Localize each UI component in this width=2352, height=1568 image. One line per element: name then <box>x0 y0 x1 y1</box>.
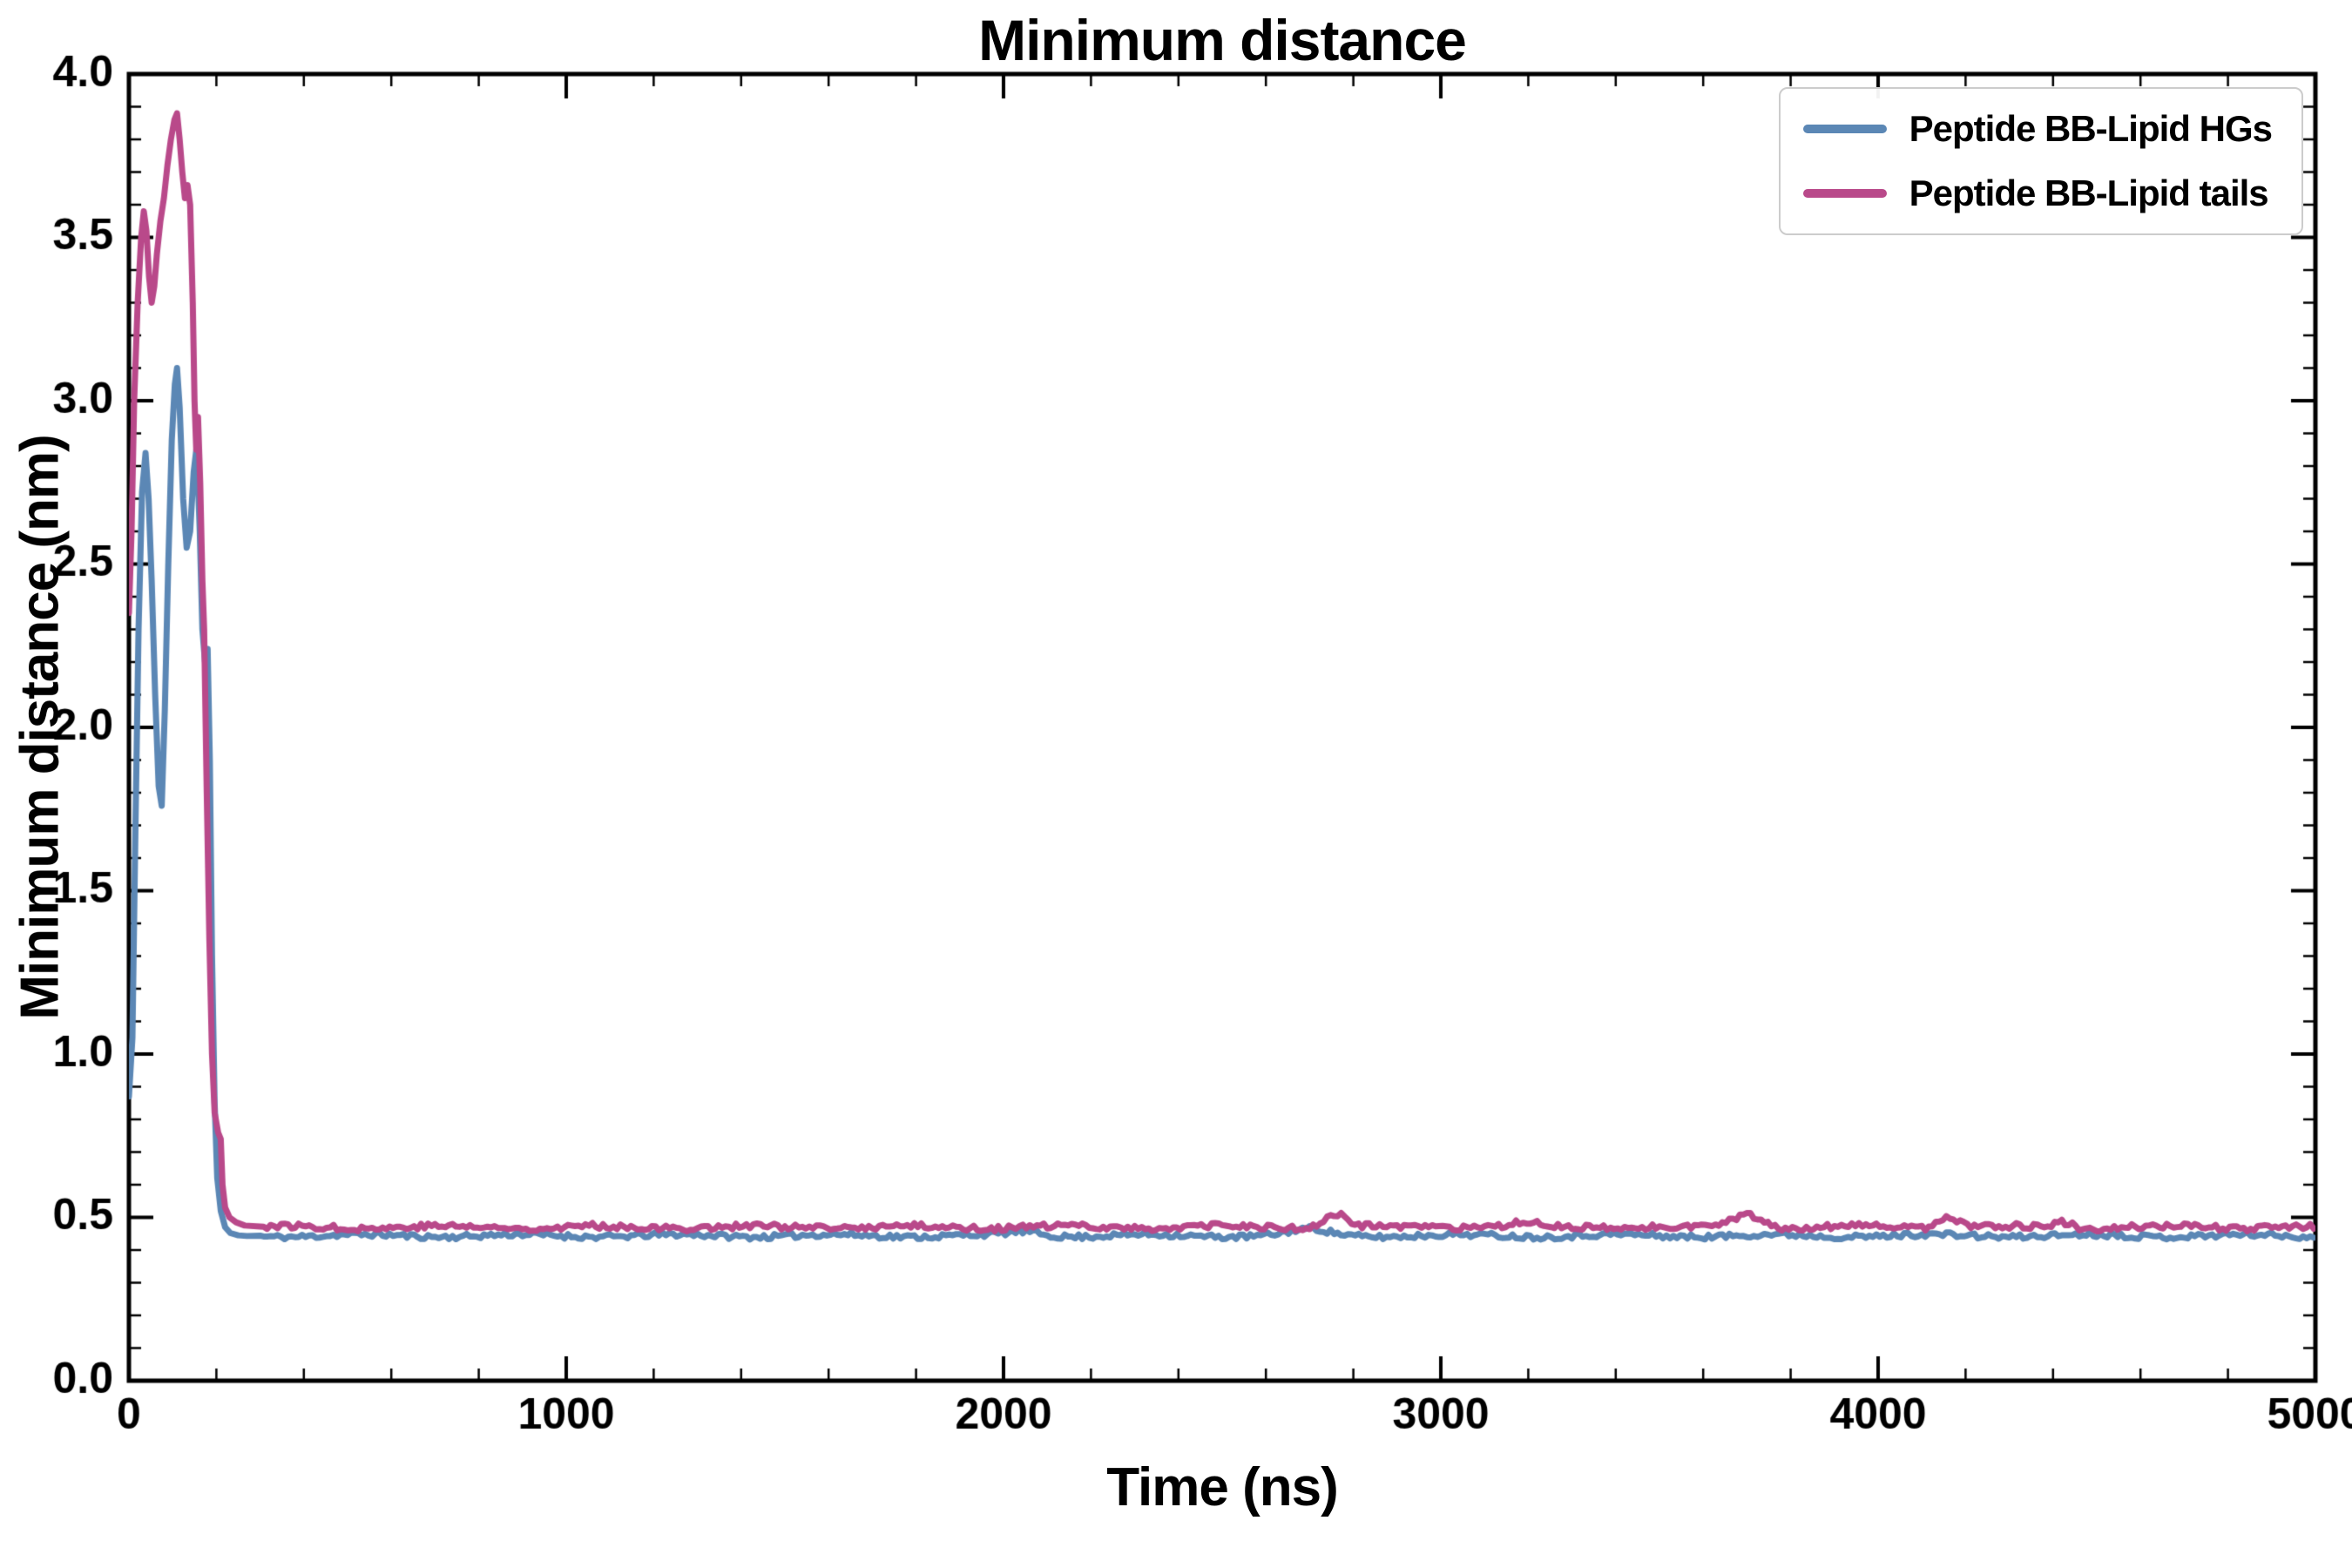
chart-title: Minimum distance <box>978 8 1467 72</box>
legend-swatch <box>1802 125 1887 133</box>
legend-label: Peptide BB-Lipid tails <box>1909 172 2269 213</box>
legend-swatch <box>1802 189 1887 198</box>
x-axis-label: Time (ns) <box>1106 1457 1338 1517</box>
y-axis-label: Minimum distance (nm) <box>10 435 71 1020</box>
legend: Peptide BB-Lipid HGs Peptide BB-Lipid tai… <box>1778 87 2303 235</box>
legend-item: Peptide BB-Lipid HGs <box>1802 108 2273 150</box>
legend-label: Peptide BB-Lipid HGs <box>1909 108 2273 149</box>
legend-item: Peptide BB-Lipid tails <box>1802 172 2272 214</box>
